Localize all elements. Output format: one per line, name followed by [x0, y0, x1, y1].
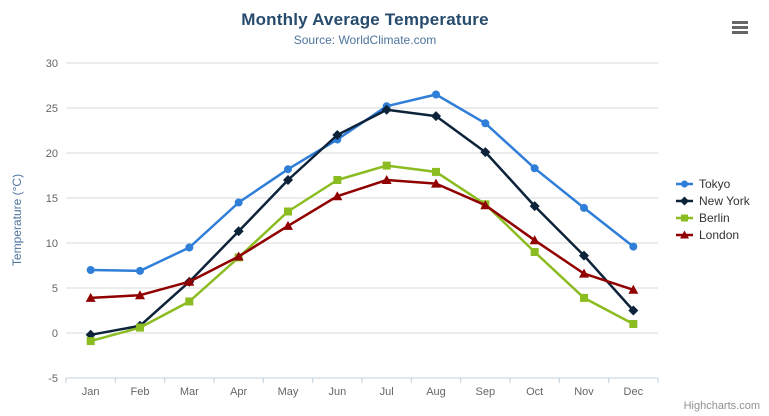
burger-bar [732, 21, 748, 24]
series-line-new-york[interactable] [89, 108, 635, 337]
data-point-tokyo[interactable] [234, 198, 243, 207]
legend-label: London [699, 228, 740, 242]
data-point-london[interactable] [135, 290, 145, 300]
y-axis-title: Temperature (°C) [10, 173, 24, 267]
data-point-new-york[interactable] [431, 111, 441, 122]
legend-marker-icon [676, 214, 693, 222]
data-point-berlin[interactable] [432, 167, 440, 176]
x-tick-label: Apr [230, 386, 247, 398]
legend: Tokyo New York Berlin London [676, 177, 750, 242]
x-tick-label: Jan [82, 386, 100, 398]
data-point-new-york[interactable] [283, 175, 293, 185]
data-point-london[interactable] [431, 178, 441, 188]
data-point-tokyo[interactable] [481, 119, 490, 128]
x-tick-label: Jul [380, 386, 394, 398]
series-line-tokyo[interactable] [89, 93, 635, 273]
data-point-tokyo[interactable] [580, 203, 588, 212]
series-line-berlin[interactable] [89, 164, 635, 343]
credits-label[interactable]: Highcharts.com [683, 400, 760, 412]
data-point-berlin[interactable] [284, 207, 292, 216]
x-tick-label: Mar [180, 386, 199, 398]
data-point-london[interactable] [529, 235, 540, 245]
y-tick-label: 10 [46, 238, 58, 250]
data-point-london[interactable] [579, 268, 589, 278]
y-tick-label: 5 [52, 283, 58, 295]
data-point-berlin[interactable] [185, 297, 194, 306]
x-tick-label: Feb [131, 386, 150, 398]
data-point-new-york[interactable] [480, 147, 491, 158]
x-tick-label: Oct [526, 386, 543, 398]
burger-bar [732, 31, 748, 34]
data-point-new-york[interactable] [579, 250, 589, 261]
y-tick-label: 20 [46, 148, 58, 160]
data-point-tokyo[interactable] [185, 243, 194, 252]
legend-marker-icon [676, 180, 693, 188]
legend-item-tokyo[interactable]: Tokyo [676, 177, 750, 191]
x-tick-label: Jun [328, 386, 346, 398]
data-point-berlin[interactable] [580, 293, 588, 302]
data-point-london[interactable] [480, 200, 491, 210]
data-point-tokyo[interactable] [284, 165, 292, 174]
data-point-london[interactable] [628, 284, 639, 294]
data-point-berlin[interactable] [86, 337, 95, 346]
legend-label: New York [699, 194, 750, 208]
data-point-london[interactable] [283, 220, 293, 230]
legend-item-london[interactable]: London [676, 228, 750, 242]
series-line-london[interactable] [89, 178, 635, 300]
data-point-berlin[interactable] [136, 323, 144, 332]
export-menu-button[interactable] [732, 21, 748, 34]
data-point-berlin[interactable] [333, 176, 342, 184]
data-point-london[interactable] [184, 276, 195, 286]
y-tick-label: 25 [46, 103, 58, 115]
x-tick-label: Aug [426, 386, 446, 398]
y-tick-label: 0 [52, 328, 58, 340]
data-point-new-york[interactable] [529, 201, 540, 212]
x-tick-label: May [278, 386, 299, 398]
burger-bar [732, 26, 748, 29]
y-tick-label: 30 [46, 58, 58, 70]
y-tick-label: -5 [48, 373, 58, 385]
data-point-london[interactable] [85, 292, 96, 302]
data-point-tokyo[interactable] [432, 90, 440, 99]
data-point-tokyo[interactable] [86, 266, 95, 274]
data-point-tokyo[interactable] [629, 242, 638, 251]
data-point-berlin[interactable] [530, 248, 539, 256]
chart-subtitle: Source: WorldClimate.com [293, 33, 437, 47]
data-point-london[interactable] [332, 191, 343, 201]
chart-title: Monthly Average Temperature [241, 10, 489, 29]
x-tick-label: Dec [624, 386, 644, 398]
data-point-new-york[interactable] [381, 104, 392, 115]
data-point-berlin[interactable] [629, 320, 638, 328]
legend-label: Tokyo [699, 177, 731, 191]
data-point-new-york[interactable] [628, 305, 639, 316]
x-tick-label: Sep [476, 386, 496, 398]
data-point-tokyo[interactable] [530, 164, 539, 173]
legend-label: Berlin [699, 211, 730, 225]
data-point-new-york[interactable] [233, 226, 244, 237]
data-point-new-york[interactable] [332, 130, 343, 140]
data-point-tokyo[interactable] [136, 266, 144, 275]
x-tick-label: Nov [574, 386, 594, 398]
legend-marker-icon [676, 230, 693, 239]
legend-item-new-york[interactable]: New York [676, 194, 750, 208]
legend-item-berlin[interactable]: Berlin [676, 211, 750, 225]
data-point-london[interactable] [233, 251, 244, 261]
legend-marker-icon [676, 196, 693, 206]
data-point-london[interactable] [381, 175, 392, 184]
data-point-berlin[interactable] [382, 161, 391, 170]
y-tick-label: 15 [46, 193, 58, 205]
